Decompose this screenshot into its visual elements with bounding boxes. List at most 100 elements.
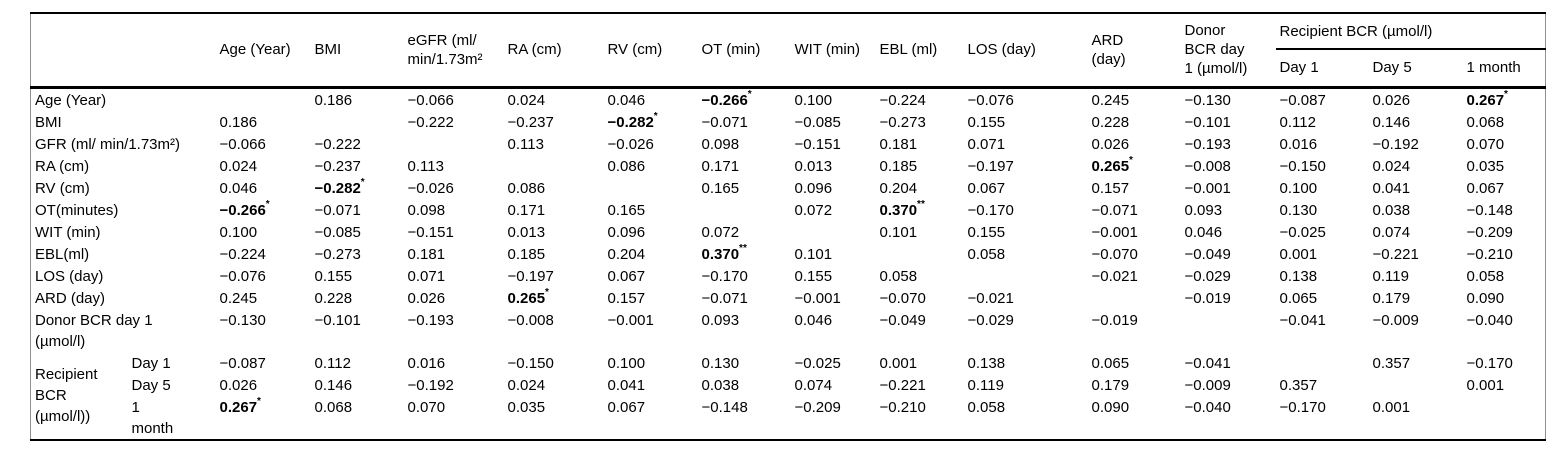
row-label: BMI (35, 113, 62, 131)
correlation-cell: −0.001 (794, 289, 841, 307)
correlation-cell: 0.138 (967, 354, 1006, 372)
correlation-cell: −0.237 (507, 113, 554, 131)
row-label: Donor BCR day 1 (µmol/l) (35, 311, 153, 350)
correlation-cell: 0.357 (1279, 376, 1318, 394)
column-header: RA (cm) (503, 13, 604, 89)
column-header: ARD (day) (1087, 13, 1181, 89)
table-row: Day 5 0.026 0.146 −0.192 0.024 0.041 0.038 0.07… (31, 374, 1546, 396)
correlation-cell: −0.008 (507, 311, 554, 329)
correlation-cell: 0.071 (407, 267, 446, 285)
correlation-cell: 0.024 (219, 157, 258, 175)
row-label: Age (Year) (35, 91, 107, 109)
correlation-cell: −0.197 (507, 267, 554, 285)
correlation-cell: 0.155 (314, 267, 353, 285)
correlation-cell: 0.228 (314, 289, 353, 307)
correlation-cell: 0.074 (794, 376, 833, 394)
correlation-cell: 0.068 (1466, 113, 1505, 131)
correlation-cell: 0.046 (1184, 223, 1223, 241)
column-header: RV (cm) (603, 13, 698, 89)
correlation-cell: −0.273 (314, 245, 361, 263)
correlation-table: Age (Year) BMI eGFR (ml/ min/1.73m² RA (cm)… (30, 12, 1546, 441)
correlation-cell (604, 177, 698, 199)
correlation-cell: 0.024 (507, 376, 546, 394)
correlation-cell: 0.204 (879, 179, 918, 197)
correlation-cell: 0.013 (794, 157, 833, 175)
correlation-cell (698, 199, 791, 221)
correlation-cell: −0.209 (794, 398, 841, 416)
correlation-cell: 0.001 (879, 354, 918, 372)
correlation-cell: −0.085 (794, 113, 841, 131)
correlation-cell: 0.065 (1279, 289, 1318, 307)
correlation-cell: 0.157 (607, 289, 646, 307)
table-row: RA (cm) 0.024 −0.237 0.113 0.086 0.171 0.013 0.… (31, 155, 1546, 177)
correlation-cell: −0.148 (1466, 201, 1513, 219)
correlation-cell: 0.155 (794, 267, 833, 285)
column-header: Donor BCR day 1 (µmol/l) (1180, 13, 1276, 89)
correlation-cell: −0.151 (407, 223, 454, 241)
correlation-cell: −0.130 (1184, 91, 1231, 109)
significance-asterisk: * (265, 198, 270, 210)
correlation-cell: 0.119 (967, 376, 1004, 394)
column-header: WIT (min) (790, 13, 876, 89)
correlation-cell: 0.058 (967, 245, 1006, 263)
correlation-cell: 0.072 (701, 223, 740, 241)
correlation-cell: 0.093 (701, 311, 740, 329)
subcolumn-header: 1 month (1462, 49, 1546, 89)
correlation-cell: 0.065 (1091, 354, 1130, 372)
correlation-cell: 0.041 (607, 376, 646, 394)
correlation-cell: −0.148 (701, 398, 748, 416)
correlation-cell: 0.119 (1372, 267, 1409, 285)
row-label: ARD (day) (35, 289, 106, 307)
correlation-cell: 0.370** (879, 198, 925, 219)
correlation-cell: −0.210 (1466, 245, 1513, 263)
correlation-cell: 0.245 (219, 289, 258, 307)
significance-asterisk: * (747, 88, 752, 100)
correlation-cell: 0.016 (1279, 135, 1318, 153)
column-header: OT (min) (697, 13, 791, 89)
correlation-cell: −0.273 (879, 113, 926, 131)
correlation-cell: 0.068 (314, 398, 353, 416)
correlation-cell: −0.021 (1091, 267, 1138, 285)
column-header: BMI (310, 13, 404, 89)
correlation-cell: 0.155 (967, 223, 1006, 241)
correlation-cell: 0.370** (701, 242, 747, 263)
correlation-cell: 0.165 (701, 179, 740, 197)
correlation-cell: 0.113 (407, 157, 444, 175)
correlation-cell: −0.170 (701, 267, 748, 285)
correlation-cell: −0.170 (1279, 398, 1326, 416)
correlation-cell: 0.265* (1091, 154, 1133, 175)
correlation-cell: −0.237 (314, 157, 361, 175)
correlation-cell: 0.098 (407, 201, 446, 219)
correlation-cell (404, 133, 504, 155)
column-header: EBL (ml) (875, 13, 964, 89)
correlation-cell: 0.138 (1279, 267, 1318, 285)
table-row: Donor BCR day 1 (µmol/l) −0.130 −0.101 −0.1… (31, 309, 1546, 352)
significance-asterisk: * (545, 286, 549, 298)
correlation-cell: 0.070 (407, 398, 446, 416)
correlation-cell (1276, 352, 1369, 374)
correlation-cell: −0.071 (701, 113, 748, 131)
correlation-cell: 0.046 (219, 179, 258, 197)
correlation-cell: −0.009 (1184, 376, 1231, 394)
correlation-cell: 0.186 (314, 91, 353, 109)
correlation-cell: −0.130 (219, 311, 266, 329)
correlation-cell: −0.071 (701, 289, 748, 307)
correlation-cell: −0.151 (794, 135, 841, 153)
correlation-cell: 0.171 (701, 157, 740, 175)
correlation-cell: 0.090 (1091, 398, 1130, 416)
correlation-cell: 0.001 (1466, 376, 1505, 394)
correlation-cell: 0.058 (879, 267, 918, 285)
significance-asterisk: ** (917, 198, 925, 210)
significance-asterisk: * (653, 110, 658, 122)
correlation-cell: 0.112 (314, 354, 351, 372)
correlation-cell: 0.130 (1279, 201, 1318, 219)
correlation-cell: −0.221 (1372, 245, 1419, 263)
correlation-cell: 0.035 (1466, 157, 1505, 175)
table-row: LOS (day) −0.076 0.155 0.071 −0.197 0.067 −0.1… (31, 265, 1546, 287)
correlation-cell: 0.024 (507, 91, 546, 109)
correlation-cell: −0.021 (967, 289, 1014, 307)
correlation-cell: 0.086 (607, 157, 646, 175)
significance-asterisk: * (1129, 154, 1133, 166)
correlation-cell: 0.100 (794, 91, 833, 109)
correlation-cell: 0.171 (507, 201, 546, 219)
